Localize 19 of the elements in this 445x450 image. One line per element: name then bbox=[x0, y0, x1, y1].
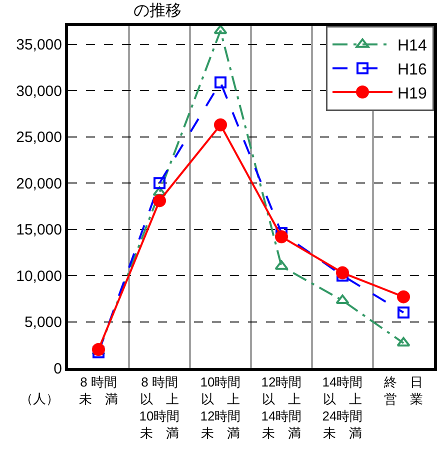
y-tick-label: 5,000 bbox=[24, 314, 62, 332]
y-tick-label: 10,000 bbox=[16, 268, 62, 285]
legend-label: H14 bbox=[398, 38, 427, 55]
y-tick-label: 25,000 bbox=[16, 129, 62, 146]
y-tick-label: 30,000 bbox=[16, 82, 62, 100]
x-tick-label: 8 時間未 満 bbox=[79, 374, 118, 406]
x-tick-label: 10時間以 上12時間未 満 bbox=[200, 374, 241, 440]
y-tick-label: 20,000 bbox=[16, 175, 62, 192]
x-tick-label: 8 時間以 上10時間未 満 bbox=[139, 374, 180, 440]
legend-label: H16 bbox=[398, 61, 427, 78]
chart-title: の推移 bbox=[134, 2, 182, 20]
legend-label: H19 bbox=[398, 85, 427, 102]
x-tick-label: 終 日営 業 bbox=[383, 374, 423, 406]
x-tick-label: 14時間以 上24時間未 満 bbox=[322, 374, 363, 440]
y-tick-label: 15,000 bbox=[16, 222, 62, 239]
y-tick-label: 0 bbox=[54, 360, 62, 378]
y-axis-title: （人） bbox=[20, 391, 59, 406]
y-tick-label: 35,000 bbox=[16, 36, 62, 54]
x-tick-label: 12時間以 上14時間未 満 bbox=[261, 374, 302, 440]
